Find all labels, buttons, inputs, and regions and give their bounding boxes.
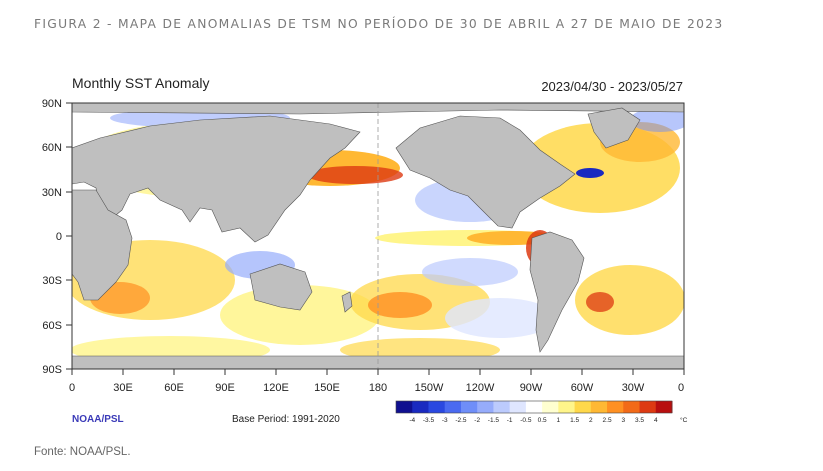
- legend-swatch: [607, 401, 624, 413]
- lat-label: 60S: [42, 320, 62, 332]
- base-period-label: Base Period: 1991-2020: [232, 414, 340, 425]
- lon-label: 120E: [263, 382, 289, 394]
- lon-label: 150E: [314, 382, 340, 394]
- legend-tick-label: 4: [654, 417, 658, 424]
- sst-anomaly-figure: Monthly SST Anomaly 2023/04/30 - 2023/05…: [0, 60, 823, 440]
- lon-label: 0: [678, 382, 684, 394]
- map-date-range: 2023/04/30 - 2023/05/27: [541, 79, 683, 94]
- legend-swatch: [477, 401, 494, 413]
- legend-swatch: [639, 401, 657, 413]
- legend-swatch: [509, 401, 527, 413]
- map-plot-area: [72, 103, 684, 369]
- legend-tick-label: 2.5: [603, 417, 612, 424]
- legend-swatch: [655, 401, 673, 413]
- legend-swatch: [493, 401, 511, 413]
- legend-tick-label: -2: [474, 417, 480, 424]
- legend-tick-label: 1: [557, 417, 561, 424]
- latitude-axis: 90N 60N 30N 0 30S 60S 90S: [42, 98, 72, 376]
- legend-swatch: [623, 401, 641, 413]
- lat-label: 0: [56, 231, 62, 243]
- lon-label: 90E: [215, 382, 235, 394]
- figure-caption: FIGURA 2 - MAPA DE ANOMALIAS DE TSM NO P…: [34, 17, 724, 31]
- credit-label: NOAA/PSL: [72, 414, 124, 425]
- legend-tick-label: -1.5: [488, 417, 500, 424]
- legend-unit: °C: [680, 416, 688, 424]
- legend-swatch: [412, 401, 429, 413]
- legend-swatch: [590, 401, 608, 413]
- lat-label: 90S: [42, 364, 62, 376]
- legend-tick-label: -2.5: [455, 417, 467, 424]
- color-scale-legend: -4 -3.5 -3 -2.5 -2 -1.5 -1 -0.5 0.5 1 1.5 2 2.5 3 3.5 4…: [395, 400, 688, 424]
- legend-frame: [395, 400, 673, 414]
- map-title: Monthly SST Anomaly: [72, 75, 209, 91]
- legend-swatch: [428, 401, 446, 413]
- legend-swatch: [444, 401, 462, 413]
- legend-swatch: [542, 401, 559, 413]
- lat-label: 30S: [42, 275, 62, 287]
- lat-label: 60N: [42, 142, 62, 154]
- legend-swatch: [525, 401, 543, 413]
- legend-tick-label: 3: [621, 417, 625, 424]
- longitude-axis: 0 30E 60E 90E 120E 150E 180 150W 120W 90…: [69, 369, 685, 394]
- legend-tick-label: -4: [409, 417, 415, 424]
- legend-swatch: [396, 401, 413, 413]
- legend-tick-label: -3.5: [423, 417, 435, 424]
- legend-tick-label: -0.5: [520, 417, 532, 424]
- lon-label: 120W: [466, 382, 495, 394]
- legend-tick-label: -3: [442, 417, 448, 424]
- lon-label: 30W: [622, 382, 645, 394]
- lon-label: 30E: [113, 382, 133, 394]
- legend-tick-label: -1: [507, 417, 513, 424]
- sst-map-svg: Monthly SST Anomaly 2023/04/30 - 2023/05…: [42, 75, 688, 425]
- source-note: Fonte: NOAA/PSL.: [34, 446, 131, 458]
- legend-swatch: [558, 401, 576, 413]
- legend-swatch: [574, 401, 592, 413]
- legend-tick-label: 1.5: [570, 417, 579, 424]
- lon-label: 60E: [164, 382, 184, 394]
- legend-tick-label: 3.5: [635, 417, 644, 424]
- lon-label: 90W: [520, 382, 543, 394]
- lon-label: 150W: [415, 382, 444, 394]
- lat-label: 30N: [42, 187, 62, 199]
- lon-label: 180: [369, 382, 387, 394]
- lon-label: 60W: [571, 382, 594, 394]
- legend-tick-label: 2: [589, 417, 593, 424]
- lon-label: 0: [69, 382, 75, 394]
- lat-label: 90N: [42, 98, 62, 110]
- legend-swatch: [460, 401, 478, 413]
- legend-tick-label: 0.5: [538, 417, 547, 424]
